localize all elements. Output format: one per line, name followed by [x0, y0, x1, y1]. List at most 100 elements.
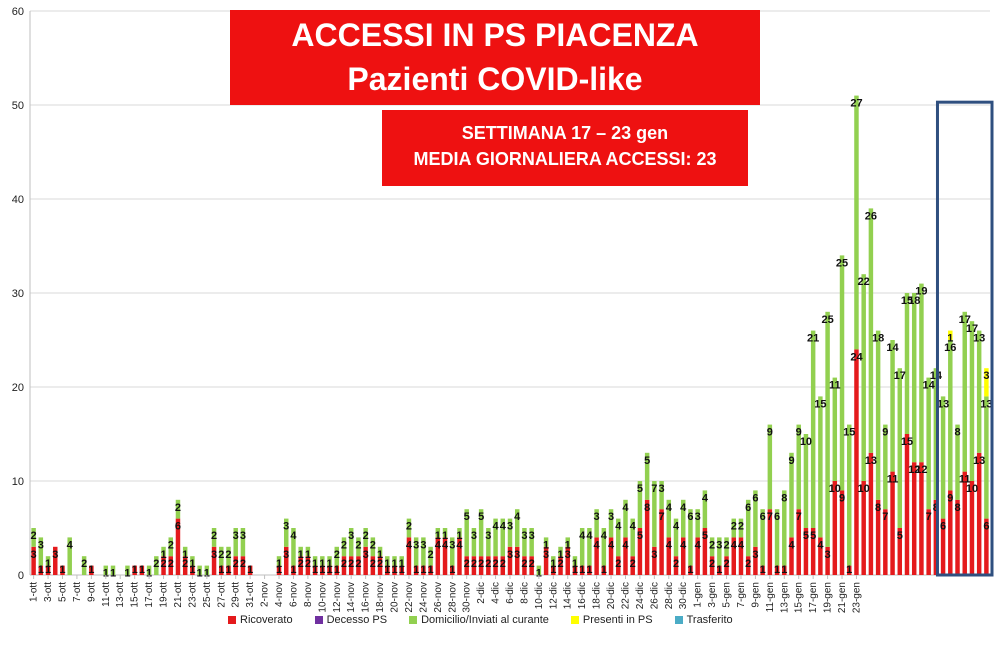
data-label-domicilio: 1 — [536, 568, 542, 580]
x-tick-label: 7-gen — [736, 582, 747, 608]
data-label-domicilio: 3 — [608, 511, 614, 523]
data-label-ricoverato: 3 — [363, 549, 369, 561]
data-label-ricoverato: 3 — [825, 549, 831, 561]
bar-domicilio — [810, 330, 816, 528]
data-label-ricoverato: 3 — [507, 549, 513, 561]
legend-item-decesso: Decesso PS — [314, 614, 388, 626]
data-label-domicilio: 21 — [807, 333, 819, 345]
bar-domicilio — [45, 556, 51, 566]
data-label-ricoverato: 4 — [788, 539, 795, 551]
bar-ricoverato — [767, 509, 773, 575]
x-tick-label: 11-gen — [765, 582, 776, 612]
bar-domicilio — [305, 546, 311, 557]
data-label-ricoverato: 8 — [875, 502, 881, 514]
data-label-ricoverato: 8 — [954, 502, 960, 514]
bar-domicilio — [933, 368, 939, 500]
bar-ricoverato — [940, 518, 946, 575]
bar-ricoverato — [493, 556, 498, 575]
data-label-domicilio: 17 — [959, 314, 971, 326]
data-label-domicilio: 15 — [814, 398, 826, 410]
data-label-ricoverato: 1 — [774, 564, 780, 576]
bar-presenti — [948, 330, 953, 340]
bar-ricoverato — [854, 349, 859, 575]
data-label-domicilio: 4 — [630, 521, 637, 533]
bar-domicilio — [709, 537, 715, 557]
bar-domicilio — [31, 528, 36, 547]
data-label-domicilio: 3 — [449, 539, 455, 551]
data-label-domicilio: 2 — [218, 549, 224, 561]
bar-ricoverato — [587, 565, 592, 575]
legend-label: Domicilio/Inviati al curante — [421, 614, 549, 626]
bar-ricoverato — [847, 565, 852, 575]
bar-domicilio — [67, 537, 72, 575]
data-label-ricoverato: 1 — [420, 564, 426, 576]
data-label-domicilio: 3 — [485, 530, 491, 542]
bar-ricoverato — [637, 528, 643, 575]
data-label-ricoverato: 5 — [702, 530, 708, 542]
data-label-ricoverato: 1 — [139, 564, 145, 576]
bar-ricoverato — [810, 528, 816, 575]
data-label-ricoverato: 1 — [586, 564, 592, 576]
data-label-domicilio: 4 — [493, 521, 500, 533]
data-label-ricoverato: 2 — [377, 558, 383, 570]
bar-ricoverato — [247, 565, 253, 575]
bar-ricoverato — [709, 556, 715, 575]
data-label-ricoverato: 2 — [233, 558, 239, 570]
title-banner: ACCESSI IN PS PIACENZA Pazienti COVID-li… — [230, 10, 760, 105]
legend-label: Decesso PS — [326, 614, 388, 626]
week-label: SETTIMANA 17 – 23 gen — [461, 123, 669, 143]
x-tick-label: 11-ott — [101, 582, 112, 607]
bar-ricoverato — [579, 565, 585, 575]
data-label-domicilio: 1 — [435, 530, 441, 542]
data-label-ricoverato: 2 — [673, 558, 679, 570]
bar-ricoverato — [514, 546, 520, 575]
data-label-domicilio: 2 — [731, 521, 737, 533]
bar-ricoverato — [276, 565, 282, 575]
data-label-domicilio: 9 — [767, 427, 773, 439]
bar-ricoverato — [89, 565, 94, 575]
bar-ricoverato — [738, 537, 744, 575]
bar-domicilio — [421, 537, 426, 566]
x-tick-label: 21-gen — [837, 582, 848, 613]
bar-domicilio — [529, 528, 534, 557]
x-tick-label: 12-dic — [548, 582, 559, 609]
bar-ricoverato — [435, 537, 441, 575]
data-label-ricoverato: 2 — [478, 558, 484, 570]
x-tick-label: 23-gen — [851, 582, 862, 613]
data-label-ricoverato: 2 — [485, 558, 491, 570]
bar-domicilio — [154, 556, 159, 575]
bar-domicilio — [688, 509, 693, 566]
data-label-domicilio: 1 — [572, 558, 578, 570]
bar-ricoverato — [688, 565, 693, 575]
data-label-ricoverato: 2 — [615, 558, 621, 570]
data-label-domicilio: 10 — [800, 436, 812, 448]
x-tick-label: 22-dic — [620, 582, 631, 609]
data-label-domicilio: 3 — [507, 521, 513, 533]
data-label-domicilio: 5 — [478, 511, 484, 523]
data-label-ricoverato: 1 — [334, 564, 340, 576]
bar-domicilio — [464, 509, 469, 557]
x-tick-label: 1-gen — [693, 582, 704, 608]
bar-domicilio — [861, 274, 866, 481]
data-label-domicilio: 2 — [81, 558, 87, 570]
bar-domicilio — [984, 396, 989, 519]
x-tick-label: 14-dic — [563, 582, 574, 609]
bar-ricoverato — [875, 499, 881, 575]
data-label-domicilio: 9 — [788, 455, 794, 467]
data-label-domicilio: 26 — [865, 210, 877, 222]
data-label-domicilio: 2 — [175, 502, 181, 514]
y-tick-label: 0 — [18, 570, 24, 582]
x-tick-label: 15-gen — [794, 582, 805, 613]
data-label-domicilio: 1 — [298, 549, 304, 561]
data-label-domicilio: 9 — [796, 427, 802, 439]
bar-domicilio — [724, 537, 729, 557]
bar-domicilio — [312, 556, 318, 566]
bar-domicilio — [514, 509, 520, 547]
data-label-domicilio: 2 — [723, 539, 729, 551]
bar-ricoverato — [558, 556, 563, 575]
data-label-domicilio: 6 — [745, 502, 751, 514]
data-label-ricoverato: 7 — [926, 511, 932, 523]
data-label-ricoverato: 2 — [500, 558, 506, 570]
bar-domicilio — [204, 565, 210, 575]
x-tick-label: 3-gen — [707, 582, 718, 608]
